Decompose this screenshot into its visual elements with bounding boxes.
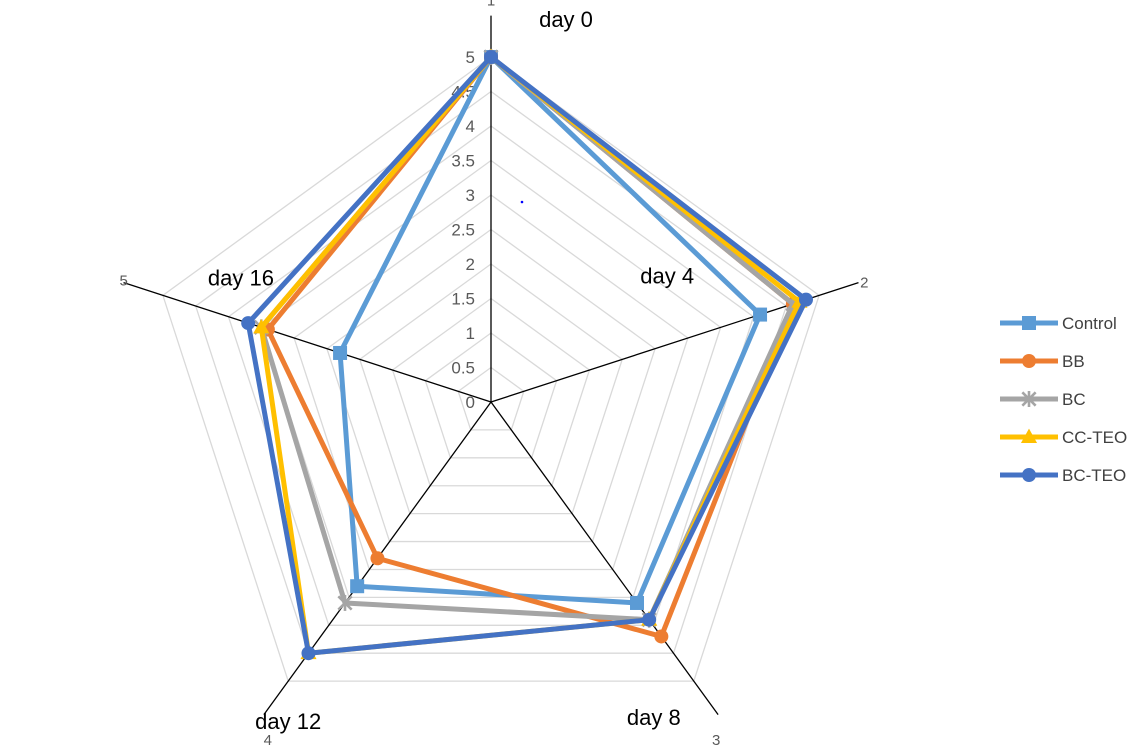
data-point — [350, 579, 365, 594]
series-line — [245, 54, 809, 656]
legend-item: BC — [1000, 390, 1086, 409]
series-bc-teo — [241, 50, 813, 661]
data-point — [642, 612, 657, 627]
data-point — [484, 50, 498, 64]
data-point — [333, 345, 348, 360]
data-point — [798, 292, 813, 307]
grid-ring — [358, 263, 624, 515]
data-point — [753, 307, 768, 322]
legend-label: CC-TEO — [1062, 428, 1127, 447]
data-point — [253, 318, 270, 334]
tick-label: 3.5 — [451, 152, 475, 171]
category-number: 2 — [860, 274, 868, 291]
grid-ring — [162, 56, 820, 682]
axis-spoke — [123, 281, 492, 403]
data-point — [370, 551, 385, 566]
tick-label: 0 — [466, 393, 475, 412]
grid-ring — [391, 297, 591, 487]
data-point — [337, 594, 353, 611]
grid-ring — [227, 125, 755, 626]
tick-label: 4 — [466, 117, 475, 136]
data-point — [1020, 428, 1038, 443]
category-label: day 8 — [627, 705, 681, 730]
legend-item: BB — [1000, 352, 1085, 371]
data-point — [1022, 316, 1036, 330]
legend-label: BC-TEO — [1062, 466, 1126, 485]
category-label: day 4 — [640, 263, 694, 288]
tick-label: 1 — [466, 324, 475, 343]
tick-label: 3 — [466, 186, 475, 205]
data-point — [1022, 354, 1036, 368]
data-point — [1022, 468, 1036, 482]
grid-ring — [293, 194, 689, 571]
tick-label: 2 — [466, 255, 475, 274]
category-number: 5 — [119, 272, 127, 289]
category-number: 1 — [487, 0, 495, 9]
grid-ring — [194, 90, 788, 654]
legend: Control BB BC CC-TEO BC-TEO — [1000, 314, 1127, 485]
category-number: 4 — [264, 732, 272, 748]
series-layer — [241, 48, 813, 661]
category-number: 3 — [712, 732, 720, 748]
stray-dot — [520, 200, 524, 204]
category-label: day 0 — [539, 7, 593, 32]
data-point — [654, 629, 669, 644]
axis-spoke — [490, 401, 719, 715]
data-point — [1021, 391, 1037, 407]
series-line — [337, 54, 763, 606]
tick-label: 0.5 — [451, 359, 475, 378]
grid-ring — [424, 332, 558, 459]
data-point — [301, 646, 316, 661]
legend-item: CC-TEO — [1000, 428, 1127, 447]
legend-label: BB — [1062, 352, 1085, 371]
legend-item: Control — [1000, 314, 1117, 333]
data-point — [630, 595, 645, 610]
grid-layer — [162, 56, 820, 682]
legend-label: Control — [1062, 314, 1117, 333]
tick-label: 5 — [466, 48, 475, 67]
grid-ring — [260, 159, 722, 599]
legend-label: BC — [1062, 390, 1086, 409]
tick-label: 2.5 — [451, 221, 475, 240]
legend-item: BC-TEO — [1000, 466, 1126, 485]
category-label: day 16 — [208, 265, 274, 290]
tick-label: 1.5 — [451, 290, 475, 309]
category-label: day 12 — [255, 709, 321, 734]
series-control — [333, 50, 768, 610]
data-point — [241, 316, 256, 331]
grid-ring — [457, 366, 525, 431]
